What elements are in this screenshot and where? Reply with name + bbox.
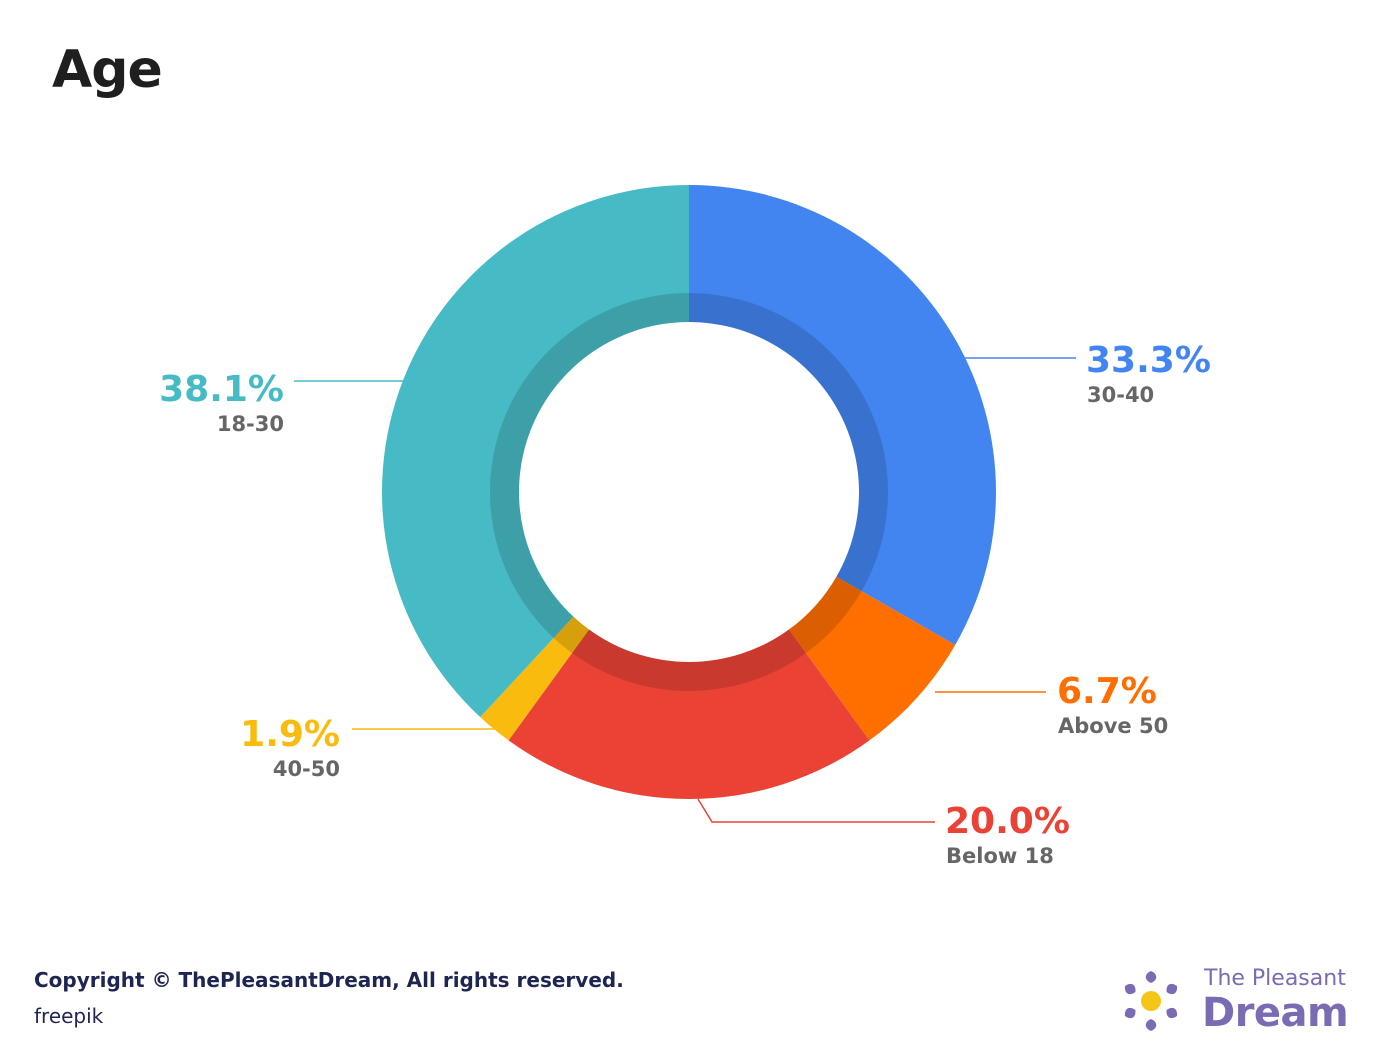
callout-labels: 33.3%30-40 6.7%Above 50 20.0%Below 18 1.9%4… — [159, 340, 1211, 868]
brand-name-line2: Dream — [1202, 990, 1349, 1036]
percent-label-18-30: 38.1% — [159, 369, 284, 410]
percent-label-below-18: 20.0% — [945, 801, 1070, 842]
donut-chart: 33.3%30-40 6.7%Above 50 20.0%Below 18 1.9%4… — [159, 185, 1211, 868]
donut-slices — [381, 185, 996, 799]
percent-label-above-50: 6.7% — [1057, 671, 1157, 712]
slice-above-50 — [788, 576, 956, 741]
percent-label-40-50: 1.9% — [240, 714, 340, 755]
category-label-30-40: 30-40 — [1087, 383, 1154, 407]
copyright-text: Copyright © ThePleasantDream, All rights… — [34, 968, 624, 992]
brand-name-line1: The Pleasant — [1204, 966, 1346, 991]
slice-40-50 — [480, 616, 590, 741]
category-label-above-50: Above 50 — [1058, 714, 1168, 738]
inner-shade-ring — [489, 293, 888, 692]
slice-18-30 — [381, 185, 689, 718]
percent-label-30-40: 33.3% — [1086, 340, 1211, 381]
category-label-40-50: 40-50 — [273, 757, 340, 781]
chart-title: Age — [52, 40, 163, 100]
slice-30-40 — [689, 185, 996, 645]
image-credit: freepik — [34, 1004, 104, 1028]
slice-below-18 — [508, 629, 870, 799]
sun-logo-icon — [1124, 971, 1178, 1031]
inner-shade-band — [489, 293, 888, 692]
category-label-below-18: Below 18 — [946, 844, 1054, 868]
brand-logo: The Pleasant Dream — [1118, 966, 1358, 1036]
category-label-18-30: 18-30 — [217, 412, 284, 436]
leader-line-below-18 — [697, 798, 935, 823]
